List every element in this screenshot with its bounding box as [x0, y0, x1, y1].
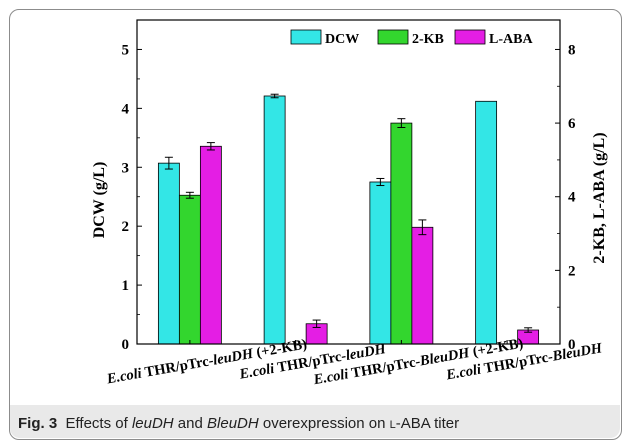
- left-tick-label-2: 2: [122, 219, 130, 235]
- legend-swatch-dcw: [290, 29, 322, 45]
- bar-dcw-2: [369, 181, 392, 345]
- caption-text-3: overexpression on: [258, 415, 390, 432]
- figure-caption: Fig. 3 Effects of leuDH and BleuDH overe…: [18, 415, 459, 432]
- category-label-1-prefix: E.coli: [237, 360, 275, 382]
- figure-frame: [9, 9, 622, 440]
- y-axis-label-left: DCW (g/L): [91, 162, 108, 239]
- caption-gene-1: leuDH: [131, 415, 174, 432]
- caption-bar: [10, 405, 620, 438]
- ticks-layer: 0 1 2 3 4 5 0 2 4 6 8: [122, 42, 577, 353]
- left-tick-label-5: 5: [122, 42, 130, 58]
- category-label-1-gene: leuDH: [345, 341, 388, 364]
- y-axis-label-right: 2-KB, L-ABA (g/L): [591, 132, 608, 263]
- caption-gene-2: BleuDH: [207, 415, 259, 432]
- legend-label-l-aba: L-ABA: [489, 32, 533, 47]
- legend-label-dcw: DCW: [325, 32, 359, 47]
- bars-layer: [157, 95, 540, 345]
- bar-l-aba-2: [411, 226, 434, 345]
- legend-swatch-l-aba: [454, 29, 486, 45]
- legend-label-2-kb: 2-KB: [412, 32, 444, 47]
- legend-swatch-2-kb: [377, 29, 409, 45]
- bar-2-kb-2: [390, 122, 413, 345]
- caption-text-1: Effects of: [65, 415, 132, 432]
- right-tick-label-0: 0: [568, 337, 576, 353]
- caption-text-2: and: [173, 415, 208, 432]
- category-label-2-prefix: E.coli: [311, 366, 349, 388]
- category-label-0-prefix: E.coli: [105, 365, 143, 387]
- legend: DCW 2-KB L-ABA: [290, 29, 533, 47]
- category-label-3-prefix: E.coli: [444, 361, 482, 383]
- bar-dcw-3: [475, 100, 498, 345]
- right-tick-label-6: 6: [568, 116, 576, 132]
- caption-text-4: -ABA titer: [395, 415, 460, 432]
- category-label-0-mid: THR/pTrc-: [140, 352, 215, 380]
- category-label-0-gene: leuDH: [212, 345, 255, 368]
- bar-dcw-0: [157, 162, 180, 345]
- right-tick-label-2: 2: [568, 263, 576, 279]
- plot-frame: [136, 19, 561, 345]
- left-tick-label-4: 4: [122, 101, 130, 117]
- right-tick-label-8: 8: [568, 42, 576, 58]
- bar-2-kb-0: [178, 194, 201, 345]
- left-tick-label-0: 0: [122, 337, 130, 353]
- figure-number: Fig. 3: [18, 415, 58, 432]
- axes-layer: [136, 19, 561, 345]
- bar-dcw-1: [263, 95, 286, 345]
- caption-smallcap-l: l: [389, 415, 396, 432]
- left-tick-label-1: 1: [122, 278, 130, 294]
- error-bars-layer: [164, 93, 533, 333]
- right-tick-label-4: 4: [568, 190, 576, 206]
- left-tick-label-3: 3: [122, 160, 130, 176]
- bar-l-aba-0: [199, 145, 222, 345]
